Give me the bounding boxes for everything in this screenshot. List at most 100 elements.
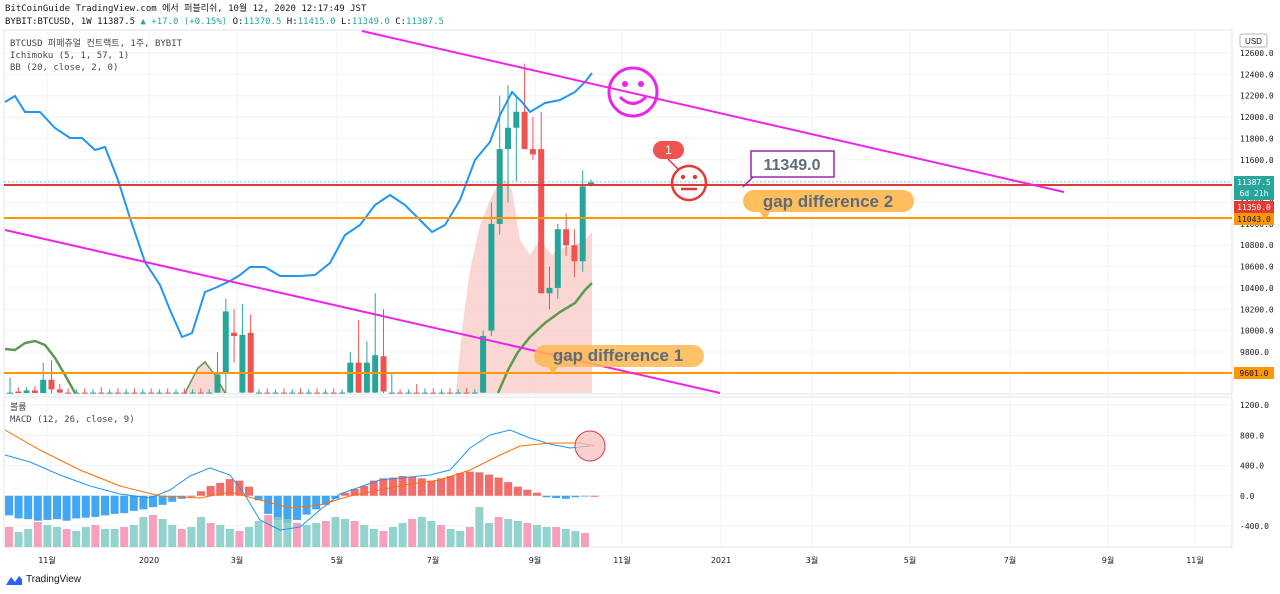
- macd-histogram-bar: [149, 495, 157, 508]
- volume-bar: [53, 527, 61, 547]
- publish-line: BitCoinGuide TradingView.com 에서 퍼블리쉬, 10…: [5, 4, 366, 15]
- candle-body: [363, 362, 370, 393]
- candle-body: [388, 392, 395, 394]
- volume-bar: [120, 527, 129, 547]
- trendline-upper[interactable]: [361, 30, 1065, 193]
- macd-indicator: [4, 429, 606, 547]
- candle-body: [347, 362, 354, 393]
- price-tick-label: 10400.0: [1240, 284, 1274, 293]
- volume-bar: [197, 517, 205, 547]
- macd-histogram-bar: [437, 478, 445, 496]
- candle-body: [330, 392, 337, 394]
- price-tick-label: 12600.0: [1240, 49, 1274, 58]
- volume-bar: [369, 529, 378, 547]
- price-tick-label: 12400.0: [1240, 70, 1274, 79]
- price-label-orange-bottom: 9601.0: [1234, 367, 1274, 379]
- candle-body: [65, 392, 72, 394]
- tradingview-footer[interactable]: TradingView: [6, 574, 81, 585]
- macd-histogram-bar: [206, 485, 215, 496]
- candle-body: [131, 392, 138, 394]
- price-label-orange-top: 11043.0: [1234, 213, 1274, 225]
- macd-histogram-bar: [523, 489, 532, 496]
- candle-body: [538, 149, 545, 294]
- candle-body: [405, 392, 412, 394]
- open-label: O:: [232, 17, 244, 27]
- smiley-icon[interactable]: [607, 66, 659, 118]
- macd-histogram-bar: [120, 495, 129, 514]
- candle-body: [23, 390, 30, 393]
- macd-histogram-bar: [43, 495, 52, 520]
- candle-body: [554, 229, 561, 288]
- candle-body: [40, 379, 47, 393]
- volume-bar: [475, 507, 484, 547]
- candle-body: [214, 374, 221, 393]
- candle-body: [289, 392, 296, 394]
- volume-legend[interactable]: 볼륨 MACD (12, 26, close, 9): [10, 402, 135, 426]
- macd-histogram-bar: [283, 495, 292, 523]
- macd-histogram-bar: [590, 495, 599, 497]
- macd-histogram-bar: [552, 495, 561, 499]
- legend-ichimoku[interactable]: Ichimoku (5, 1, 57, 1): [10, 51, 130, 61]
- candle-body: [588, 182, 594, 185]
- open-value: 11370.5: [243, 17, 282, 27]
- volume-bar: [437, 525, 445, 547]
- macd-histogram-bar: [24, 495, 33, 520]
- candle-body: [231, 332, 238, 336]
- volume-bar: [398, 523, 407, 547]
- volume-bar: [513, 521, 522, 547]
- price-tick-label: 9800.0: [1240, 348, 1269, 357]
- volume-bar: [5, 527, 13, 547]
- macd-histogram-bar: [264, 495, 273, 514]
- macd-histogram-bar: [254, 495, 263, 501]
- indicator-lines: [4, 72, 593, 394]
- candles: [7, 63, 594, 394]
- candle-body: [488, 223, 495, 331]
- current-price-text: 11387.5: [1237, 178, 1271, 187]
- candle-body: [81, 392, 88, 394]
- legend-bb[interactable]: BB (20, close, 2, 0): [10, 63, 119, 73]
- price-tick-label: 11600.0: [1240, 156, 1274, 165]
- candle-body: [222, 311, 229, 374]
- signal-line: [4, 429, 596, 509]
- gap2-callout[interactable]: gap difference 2: [743, 190, 914, 220]
- macd-histogram-bar: [216, 482, 225, 496]
- currency-badge[interactable]: USD: [1239, 33, 1268, 48]
- volume-bar: [571, 531, 580, 547]
- macd-histogram-bar: [168, 495, 177, 502]
- candle-body: [529, 149, 536, 155]
- candle-body: [48, 379, 55, 390]
- badge-text: 1: [665, 143, 672, 157]
- candle-body: [314, 392, 321, 394]
- macd-pane[interactable]: [3, 396, 1233, 548]
- legend-volume: 볼륨: [10, 403, 27, 413]
- low-label: L:: [341, 17, 352, 27]
- price-tick-label: 10600.0: [1240, 263, 1274, 272]
- volume-bar: [341, 519, 349, 547]
- volume-bar: [158, 519, 167, 547]
- macd-histogram-bar: [158, 495, 167, 505]
- time-tick-label: 2021: [711, 556, 731, 565]
- badge-marker[interactable]: 1: [653, 141, 684, 171]
- gap1-callout[interactable]: gap difference 1: [534, 345, 704, 374]
- macd-histogram-bar: [62, 495, 71, 521]
- neutral-face-icon[interactable]: [670, 164, 708, 202]
- publish-text: BitCoinGuide TradingView.com 에서 퍼블리쉬, 10…: [5, 4, 367, 14]
- candle-body: [438, 392, 445, 394]
- price-callout[interactable]: 11349.0: [742, 150, 835, 188]
- orange-bottom-text: 9601.0: [1240, 369, 1269, 378]
- macd-histogram-bar: [139, 495, 148, 510]
- price-pane[interactable]: [3, 29, 1233, 395]
- candle-body: [173, 392, 179, 394]
- volume-bar: [408, 519, 417, 547]
- time-tick-label: 11월: [613, 555, 631, 565]
- volume-bar: [446, 529, 455, 547]
- symbol-text: BYBIT:BTCUSD, 1W 11387.5: [5, 17, 136, 27]
- volume-bar: [264, 515, 273, 547]
- candle-body: [239, 334, 246, 393]
- bb-lower-line-right: [496, 282, 593, 394]
- candle-body: [422, 392, 428, 394]
- candle-body: [247, 332, 254, 393]
- candle-body: [546, 287, 553, 294]
- macd-histogram-bar: [312, 495, 321, 510]
